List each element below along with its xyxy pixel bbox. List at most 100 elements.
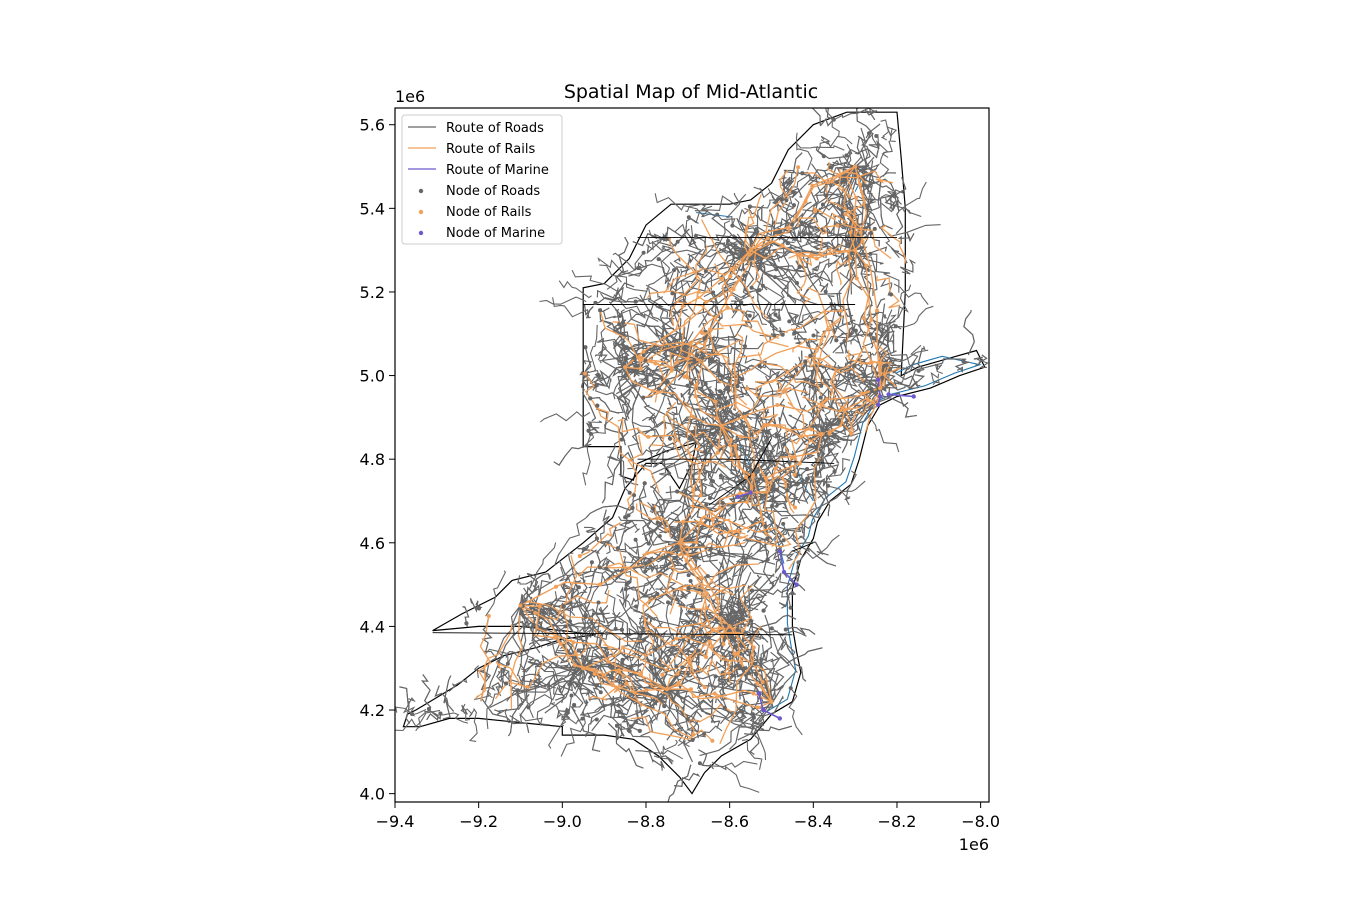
road-node [707, 635, 711, 640]
road-route [654, 458, 670, 476]
road-node [692, 358, 697, 363]
road-node [828, 165, 833, 170]
road-route [609, 653, 668, 690]
road-route [537, 593, 574, 615]
road-route [519, 605, 543, 648]
road-route [886, 126, 898, 142]
rail-route [687, 704, 732, 723]
road-route [496, 672, 507, 687]
rail-node [571, 640, 576, 645]
road-route [712, 389, 729, 427]
road-route [552, 297, 590, 318]
state-boundary [432, 632, 793, 636]
road-route [602, 509, 617, 536]
rail-route [755, 354, 831, 383]
road-node [893, 324, 898, 329]
marine-route [888, 393, 914, 398]
road-route [750, 249, 797, 305]
road-route [746, 508, 768, 533]
road-node [576, 585, 581, 590]
road-route [583, 304, 594, 319]
axes-frame [394, 107, 990, 803]
rail-route [825, 185, 868, 241]
road-node [853, 328, 858, 333]
y-tick-label: 4.2 [360, 701, 385, 720]
rail-route [603, 644, 671, 673]
rail-node [843, 212, 848, 217]
road-node [568, 619, 572, 624]
road-route [667, 581, 680, 592]
road-node [685, 383, 690, 388]
x-tick-label: −9.0 [543, 812, 582, 831]
road-node [526, 705, 531, 710]
road-node [844, 153, 849, 158]
road-route [618, 473, 639, 486]
road-node [795, 281, 799, 286]
road-node [799, 220, 804, 225]
road-node [675, 346, 680, 351]
road-route [775, 531, 786, 552]
road-route [618, 599, 668, 690]
road-route [895, 360, 916, 374]
road-node [686, 215, 691, 220]
y-tick-label: 5.4 [360, 199, 385, 218]
road-node [633, 299, 638, 304]
road-route [729, 701, 772, 750]
road-route [884, 193, 899, 209]
road-node [811, 333, 816, 338]
road-route [468, 708, 478, 742]
road-route [741, 517, 789, 548]
road-route [612, 294, 654, 315]
x-tick-label: −8.6 [710, 812, 749, 831]
road-route [698, 249, 751, 328]
road-route [803, 434, 825, 537]
road-route [843, 249, 856, 345]
road-node [782, 442, 787, 447]
road-route [795, 132, 813, 171]
road-route [619, 586, 630, 606]
rail-node [699, 521, 704, 526]
road-route [934, 363, 943, 375]
rail-node [698, 575, 703, 580]
road-route [617, 711, 639, 725]
road-node [787, 460, 792, 465]
road-route [788, 687, 803, 736]
road-route [685, 584, 706, 613]
road-node [623, 587, 628, 592]
marine-node [781, 569, 787, 575]
road-route [616, 358, 689, 399]
road-route [776, 398, 785, 436]
road-route [560, 711, 586, 757]
rail-node [691, 732, 696, 737]
road-node [747, 671, 752, 676]
x-offset-label: 1e6 [959, 835, 989, 854]
road-route [539, 411, 591, 423]
road-node [775, 487, 780, 492]
road-node [750, 588, 754, 593]
road-route [606, 252, 645, 290]
road-route [829, 249, 856, 344]
road-node [730, 223, 735, 228]
road-route [646, 240, 670, 252]
road-route [626, 514, 640, 534]
rail-route [761, 471, 796, 508]
rail-node [803, 199, 808, 204]
road-route [589, 324, 598, 372]
road-route [650, 445, 675, 464]
road-node [633, 537, 638, 542]
rail-node [639, 671, 644, 675]
road-route [657, 710, 690, 748]
road-route [675, 542, 703, 613]
road-route [584, 534, 615, 578]
road-node [792, 331, 797, 336]
rail-node [764, 476, 769, 481]
road-node [820, 202, 825, 207]
road-route [793, 166, 856, 230]
road-node [617, 709, 622, 714]
road-node [743, 631, 748, 636]
rail-node [710, 517, 715, 522]
road-route [616, 236, 629, 283]
road-route [738, 220, 756, 251]
rail-node [558, 641, 563, 646]
rail-node [687, 660, 692, 665]
